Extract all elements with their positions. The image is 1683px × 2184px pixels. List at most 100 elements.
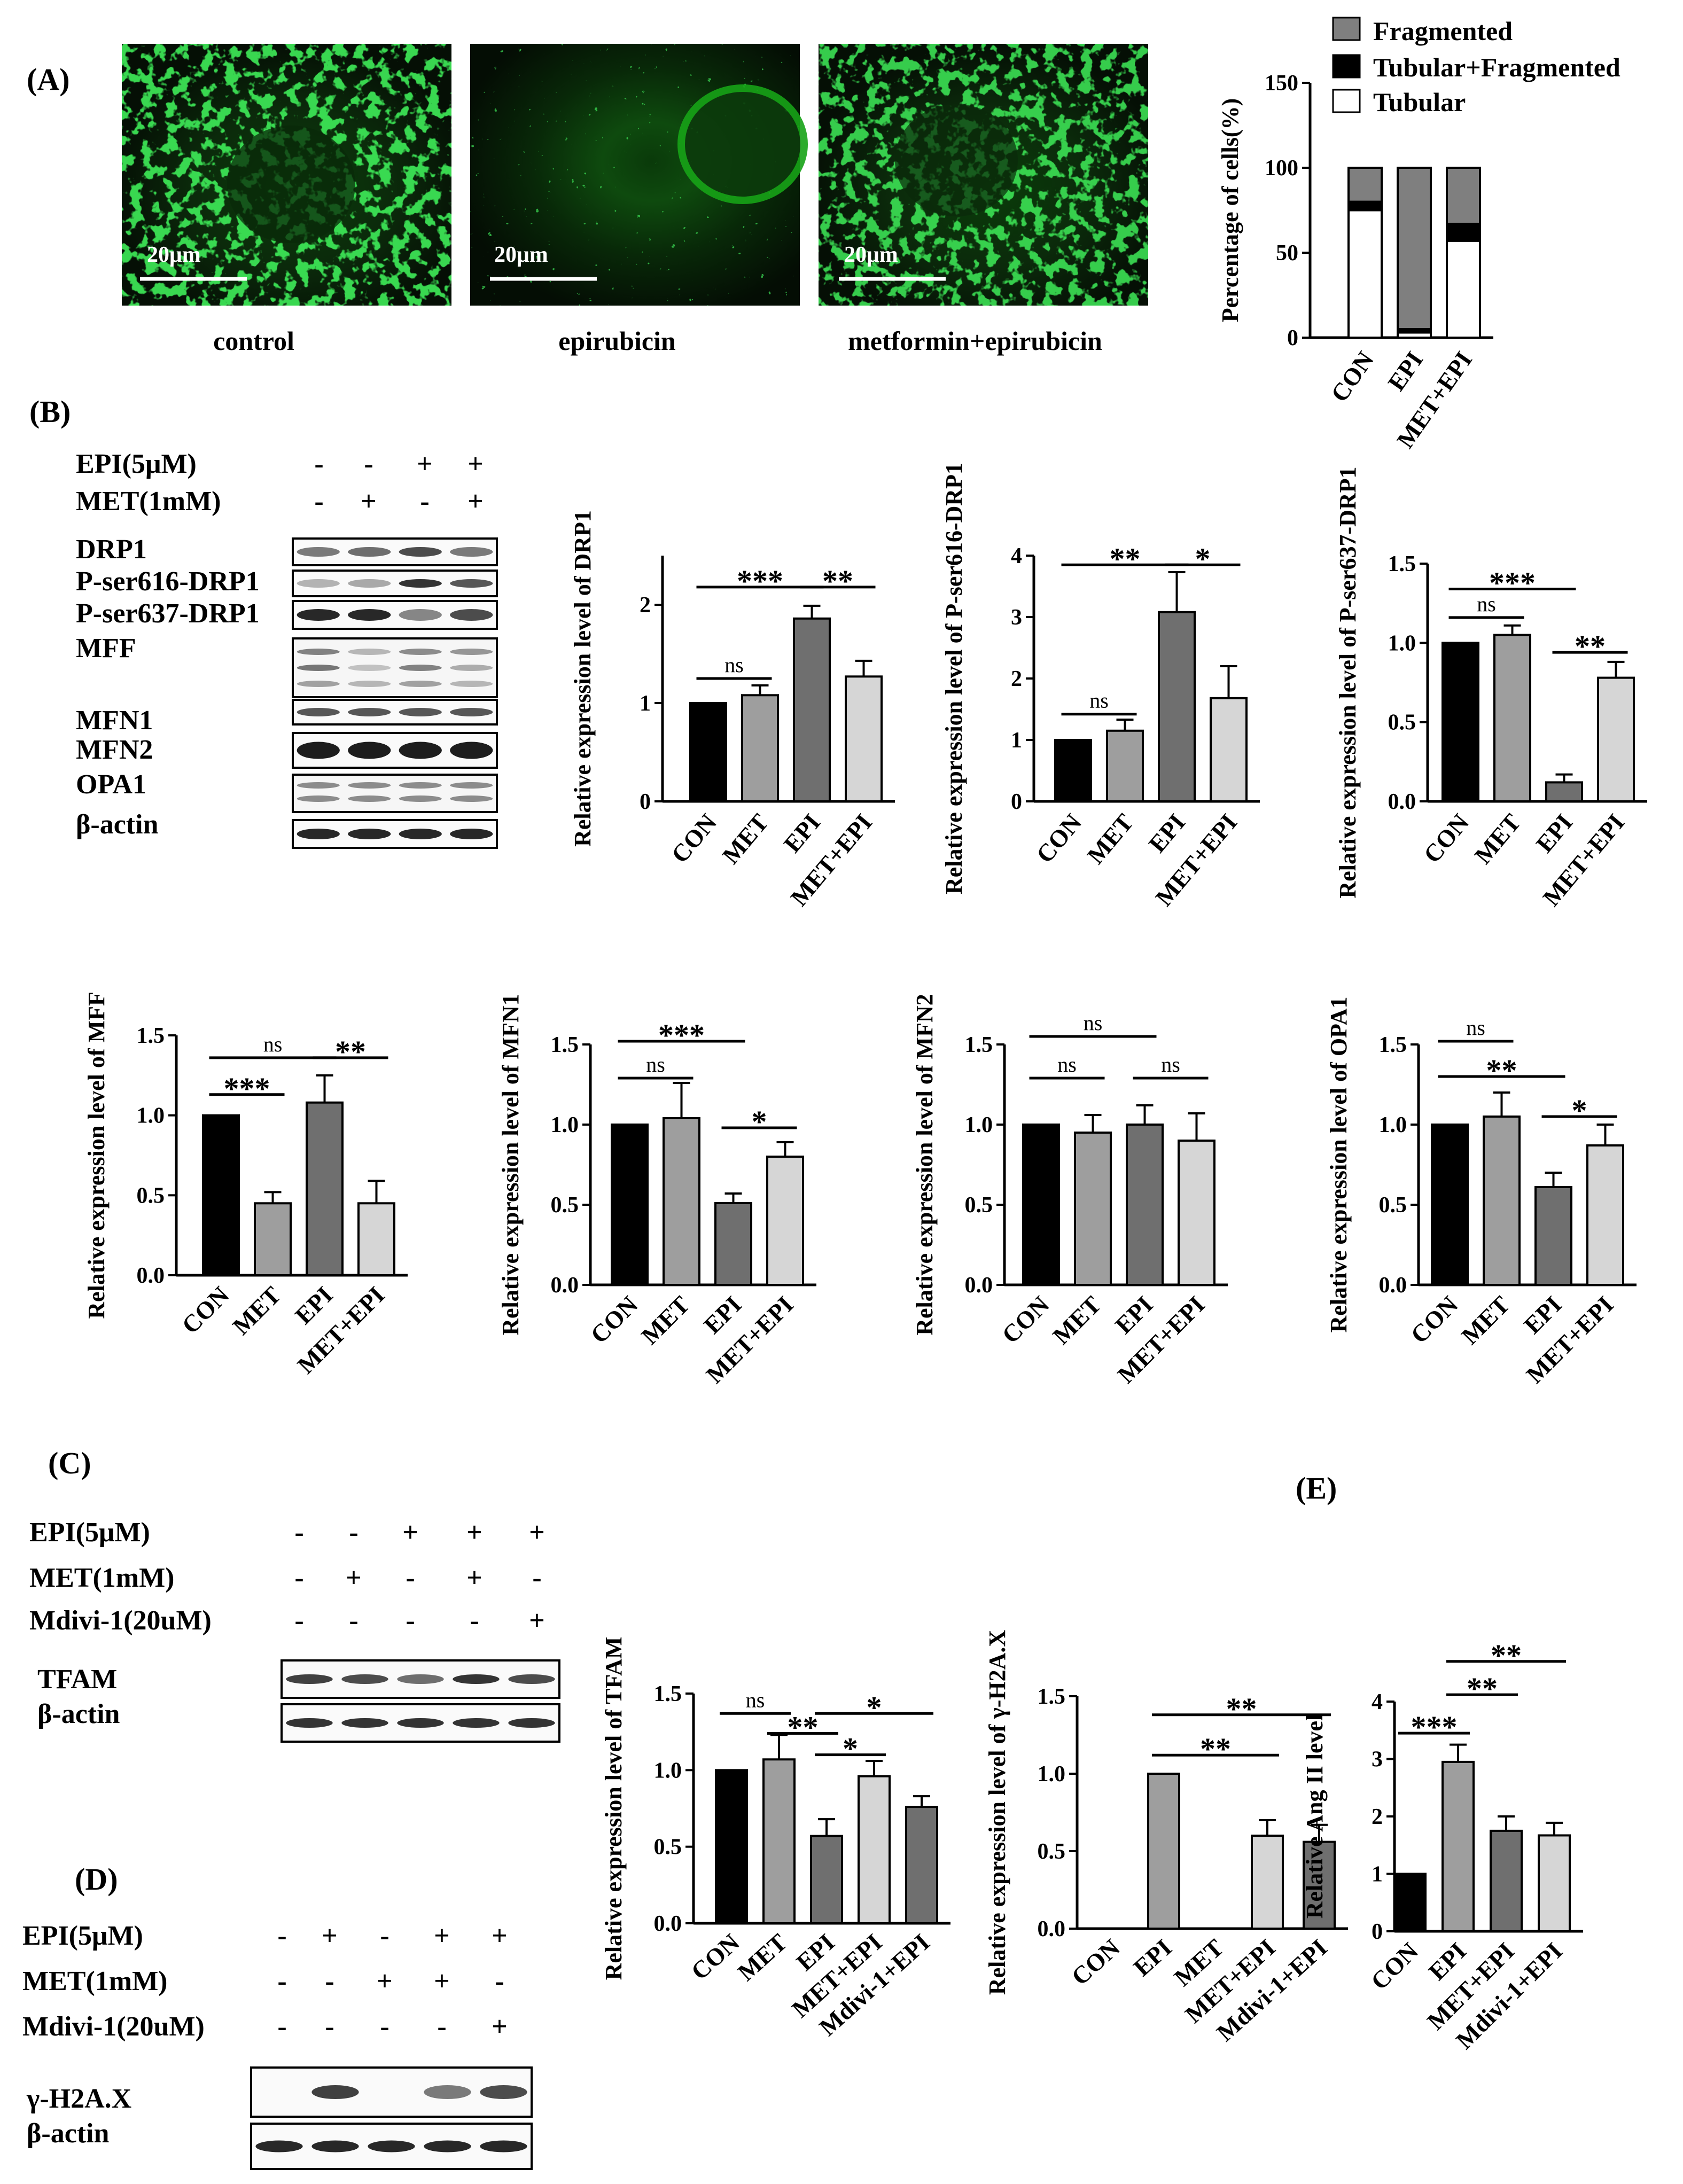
y-tick-label: 1.5 [965, 1033, 993, 1057]
significance-label: *** [224, 1071, 270, 1106]
y-tick-label: 0 [1011, 790, 1022, 814]
significance-label: ns [1057, 1052, 1077, 1077]
x-tick-label: CON [996, 1291, 1054, 1348]
bar [1442, 1760, 1475, 1932]
condition-sign: + [434, 1921, 450, 1951]
significance-label: ns [1089, 689, 1109, 713]
protein-label: MFN2 [76, 735, 153, 765]
blot-drp1-band [399, 547, 442, 557]
blot-bactin-c-band [397, 1718, 444, 1728]
x-tick-label: MET [733, 1929, 792, 1986]
blot-mff-band [348, 681, 391, 687]
chart-B_opa1: 0.0 0.5 1.0 1.5 Relative expression level of… [1326, 997, 1637, 1389]
y-tick-label: 0.0 [137, 1263, 165, 1288]
blot-bactin-c-band [508, 1718, 555, 1728]
protein-label: β-actin [76, 809, 159, 840]
y-tick-label: 1.0 [965, 1113, 993, 1137]
condition-sign: + [529, 1605, 545, 1636]
condition-sign: - [495, 1966, 504, 1996]
y-tick-label: 4 [1372, 1690, 1383, 1714]
blot-opa1-band [297, 782, 340, 789]
legend-stacked: Fragmented Tubular+Fragmented Tubular [1332, 16, 1620, 117]
significance-label: ns [1466, 1016, 1485, 1040]
y-tick-label: 1.0 [137, 1104, 165, 1128]
bar [689, 702, 727, 802]
protein-label: β-actin [37, 1699, 120, 1729]
western-blots: EPI(5μM) - - + + MET(1mM) - + - + DRP1P-ser616-DRP… [22, 449, 560, 2170]
condition-sign: - [294, 1517, 303, 1548]
x-tick-label: MET [1082, 809, 1139, 869]
condition-sign: - [406, 1563, 415, 1593]
x-tick-label: MET [1456, 1291, 1515, 1350]
blot-drp1-band [348, 547, 391, 557]
condition-sign: - [277, 1921, 286, 1951]
chart-B_drp1: 0 1 2 Relative expression level of DRP1 CONM… [570, 510, 895, 911]
scale-bar-label: 20μm [147, 243, 201, 267]
bar [793, 617, 831, 802]
bar [1106, 729, 1144, 802]
blot-opa1-band [297, 795, 340, 802]
x-tick-label: MET [1047, 1291, 1106, 1350]
bar [1158, 611, 1196, 803]
protein-label: γ-H2A.X [26, 2084, 131, 2114]
blot-opa1-band [399, 795, 442, 802]
condition-sign: - [314, 486, 323, 517]
blot-mff-b-band [297, 708, 340, 716]
significance-label: ** [788, 1710, 819, 1745]
significance-label: ** [1491, 1638, 1522, 1673]
bar-segment [1446, 167, 1481, 225]
x-tick-label: CON [585, 1291, 643, 1348]
condition-sign: + [346, 1563, 362, 1593]
y-tick-label: 1.5 [654, 1682, 682, 1706]
y-tick-label: 1.5 [551, 1033, 579, 1057]
condition-label: Mdivi-1(20uM) [22, 2011, 205, 2042]
x-tick-label: MET [1469, 809, 1526, 869]
micrograph-control: 20μm [122, 44, 451, 306]
condition-sign: - [325, 1966, 334, 1996]
condition-sign: - [406, 1605, 415, 1636]
condition-label: EPI(5μM) [29, 1517, 150, 1548]
blot-p637-band [399, 609, 442, 621]
bar [741, 694, 779, 803]
condition-sign: - [532, 1563, 541, 1593]
bar [1054, 739, 1092, 802]
bar-segment [1397, 167, 1432, 331]
bar [1490, 1829, 1523, 1932]
blot-opa1-frame [292, 774, 498, 813]
caption-metformin-epirubicin: metformin+epirubicin [848, 326, 1102, 356]
condition-label: EPI(5μM) [76, 449, 197, 479]
blot-opa1-band [450, 782, 493, 789]
condition-sign: + [434, 1966, 450, 1996]
blot-mff-b-band [450, 708, 493, 716]
y-tick-label: 3 [1011, 605, 1022, 630]
significance-label: ns [1161, 1052, 1180, 1077]
bar-segment [1347, 209, 1383, 339]
significance-label: * [867, 1690, 882, 1725]
blot-mff-band [297, 665, 340, 671]
blot-bactin-c-band [286, 1718, 333, 1728]
significance-label: ** [1575, 629, 1606, 664]
significance-label: ** [1486, 1053, 1517, 1088]
x-tick-label: EPI [778, 809, 825, 858]
y-axis-label: Relative expression level of MFN1 [497, 994, 524, 1335]
blot-bactin-b-band [348, 829, 391, 839]
bar [1147, 1773, 1180, 1930]
y-tick-label: 1 [1372, 1862, 1383, 1887]
significance-label: *** [1489, 565, 1536, 600]
bar [663, 1117, 700, 1286]
y-tick-label: 1.5 [1388, 552, 1416, 576]
blot-p616-band [450, 579, 493, 588]
y-tick-label: 3 [1372, 1748, 1383, 1772]
condition-sign: + [402, 1517, 418, 1548]
condition-sign: - [325, 2011, 334, 2042]
blot-opa1-band [348, 795, 391, 802]
panel-label-c: (C) [48, 1446, 91, 1480]
blot-mff-band [297, 681, 340, 687]
bar [1545, 781, 1583, 803]
caption-epirubicin: epirubicin [558, 326, 676, 356]
condition-sign: - [294, 1563, 303, 1593]
bar [1393, 1873, 1427, 1932]
panel-label-a: (A) [27, 62, 70, 97]
